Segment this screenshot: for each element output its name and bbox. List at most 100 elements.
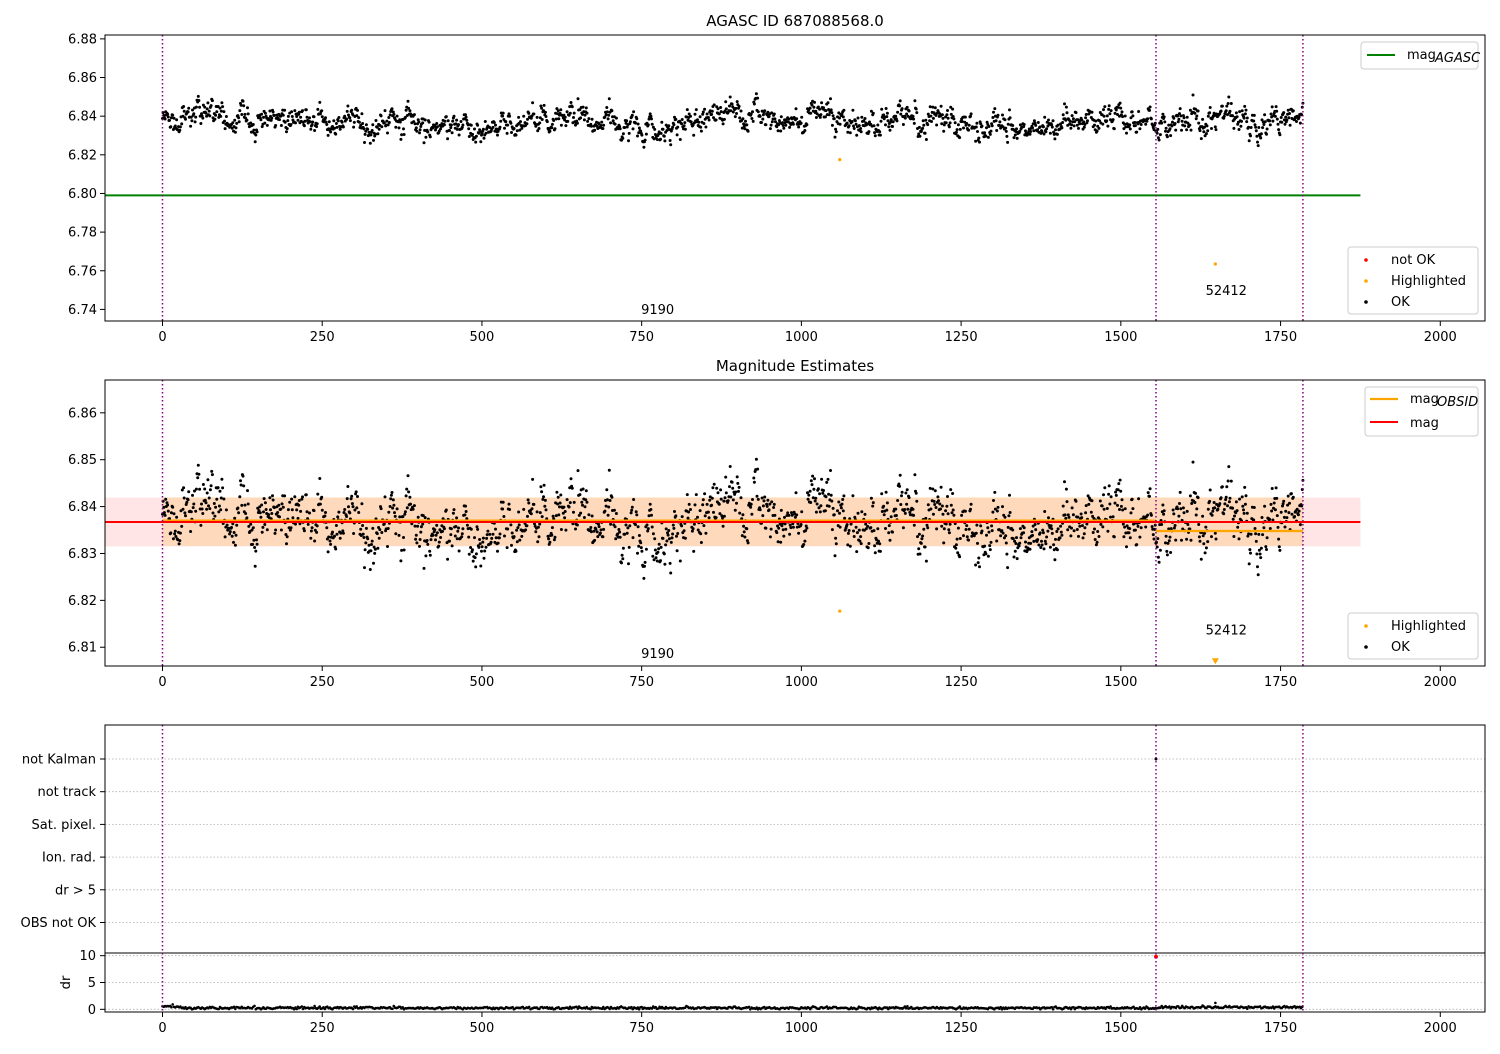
ok-point bbox=[1060, 533, 1064, 537]
legend-label: Highlighted bbox=[1391, 619, 1466, 634]
ok-point bbox=[1071, 513, 1075, 517]
ok-point bbox=[1012, 136, 1016, 140]
ok-point bbox=[853, 119, 857, 123]
ok-point bbox=[754, 92, 758, 96]
ok-point bbox=[1105, 507, 1109, 510]
ok-point bbox=[522, 114, 526, 118]
ok-point bbox=[1227, 500, 1231, 504]
ok-point bbox=[408, 495, 412, 499]
ok-point bbox=[473, 556, 477, 560]
ok-point bbox=[1080, 524, 1084, 528]
ok-point bbox=[218, 489, 222, 493]
ok-point bbox=[1162, 115, 1166, 119]
ok-point bbox=[876, 123, 880, 127]
ok-point bbox=[503, 126, 506, 130]
ok-point bbox=[1245, 511, 1249, 515]
ok-point bbox=[1072, 124, 1076, 128]
ok-point bbox=[362, 536, 366, 539]
ok-point bbox=[1224, 495, 1228, 499]
ok-point bbox=[942, 129, 946, 133]
ok-point bbox=[260, 503, 264, 507]
ok-point bbox=[827, 492, 831, 496]
ok-point bbox=[916, 535, 919, 539]
ok-point bbox=[1263, 113, 1267, 117]
ok-point bbox=[222, 110, 226, 114]
ok-point bbox=[1068, 119, 1072, 123]
ok-point bbox=[1022, 526, 1026, 530]
ok-point bbox=[942, 541, 946, 545]
ok-point bbox=[274, 124, 278, 127]
ok-point bbox=[232, 540, 235, 544]
ok-point bbox=[416, 515, 420, 519]
ok-point bbox=[974, 139, 978, 143]
ok-point bbox=[751, 498, 754, 501]
ok-point bbox=[296, 118, 300, 122]
ok-point bbox=[898, 484, 902, 488]
ok-point bbox=[421, 514, 425, 518]
ok-point bbox=[1165, 549, 1169, 553]
ok-point bbox=[1270, 105, 1274, 109]
ok-point bbox=[1244, 494, 1248, 498]
ok-point bbox=[532, 502, 536, 506]
ok-point bbox=[1213, 531, 1217, 535]
ok-point bbox=[295, 115, 299, 118]
ok-point bbox=[1151, 533, 1155, 537]
ok-point bbox=[1236, 525, 1240, 529]
ok-point bbox=[1173, 122, 1177, 125]
ok-point bbox=[392, 503, 396, 507]
ok-point bbox=[846, 130, 850, 134]
ok-point bbox=[295, 508, 299, 512]
ok-point bbox=[538, 511, 542, 515]
ok-point bbox=[945, 504, 949, 508]
ok-point bbox=[1061, 504, 1065, 508]
ok-point bbox=[1252, 113, 1256, 117]
ok-point bbox=[1188, 108, 1192, 112]
ok-point bbox=[797, 531, 801, 535]
ok-point bbox=[1105, 119, 1109, 123]
ok-point bbox=[1123, 525, 1127, 529]
ok-point bbox=[777, 526, 781, 530]
ok-point bbox=[189, 510, 193, 514]
ok-point bbox=[1164, 126, 1168, 130]
ok-point bbox=[605, 106, 609, 109]
dr-point bbox=[589, 1007, 592, 1011]
dr-point bbox=[171, 1003, 174, 1006]
ok-point bbox=[923, 545, 927, 549]
ok-point bbox=[474, 565, 478, 569]
ok-point bbox=[775, 125, 779, 129]
ok-point bbox=[962, 126, 965, 130]
ok-point bbox=[680, 122, 684, 126]
ok-point bbox=[737, 104, 741, 108]
ok-point bbox=[1275, 117, 1279, 121]
ok-point bbox=[305, 510, 309, 514]
ok-point bbox=[1056, 527, 1060, 531]
ok-point bbox=[309, 127, 313, 131]
ok-point bbox=[394, 125, 398, 129]
ok-point bbox=[559, 123, 563, 127]
ok-point bbox=[933, 106, 937, 110]
ok-point bbox=[650, 513, 653, 517]
ok-point bbox=[694, 108, 698, 112]
ok-point bbox=[201, 116, 205, 120]
ok-point bbox=[1036, 121, 1040, 124]
ok-point bbox=[1107, 492, 1111, 496]
ok-point bbox=[465, 523, 469, 527]
ok-point bbox=[699, 125, 703, 129]
ok-point bbox=[347, 113, 350, 117]
ok-point bbox=[946, 116, 950, 120]
ok-point bbox=[1297, 115, 1301, 119]
ok-point bbox=[1048, 131, 1052, 135]
ok-point bbox=[407, 490, 411, 494]
ok-point bbox=[516, 526, 520, 530]
ok-point bbox=[736, 481, 740, 485]
ok-point bbox=[639, 541, 643, 545]
dr-point bbox=[1214, 1001, 1217, 1005]
ok-point bbox=[988, 132, 992, 136]
ok-point bbox=[252, 128, 256, 132]
ok-point bbox=[271, 110, 275, 114]
ok-point bbox=[1220, 485, 1224, 489]
ok-point bbox=[1053, 137, 1057, 141]
ok-point bbox=[364, 129, 368, 133]
ok-point bbox=[178, 125, 182, 129]
ok-point bbox=[355, 506, 359, 510]
